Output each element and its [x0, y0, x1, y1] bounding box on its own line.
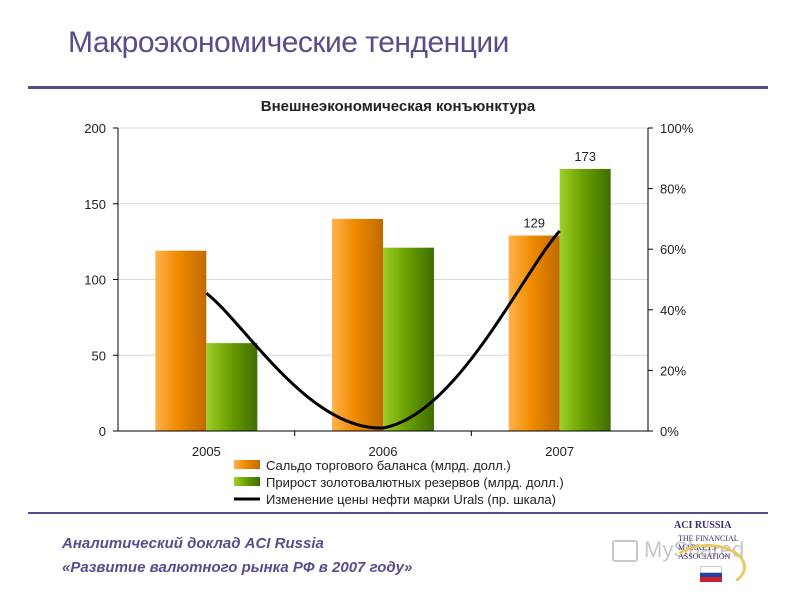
y-tick-label: 200: [84, 121, 106, 136]
data-label: 173: [574, 149, 596, 164]
title-divider: [28, 86, 768, 89]
data-label: 129: [523, 216, 545, 231]
footer-report-subtitle: «Развитие валютного рынка РФ в 2007 году…: [62, 559, 413, 576]
legend-label: Сальдо торгового баланса (млрд. долл.): [266, 458, 511, 473]
legend-swatch: [234, 477, 260, 486]
y2-tick-label: 80%: [660, 182, 686, 197]
bar: [206, 343, 258, 431]
bar: [383, 247, 434, 431]
bar: [155, 250, 207, 431]
x-tick-label: 2006: [369, 444, 398, 459]
y2-tick-label: 40%: [660, 303, 686, 318]
y-tick-label: 50: [92, 348, 106, 363]
y2-tick-label: 60%: [660, 242, 686, 257]
series-line-oil-price: [205, 230, 561, 430]
bar: [559, 168, 611, 431]
y-tick-label: 0: [99, 424, 106, 439]
legend-label: Прирост золотовалютных резервов (млрд. д…: [266, 475, 564, 490]
y-tick-label: 100: [84, 273, 106, 288]
watermark-icon: [612, 540, 638, 563]
logo-swoosh-icon: [670, 544, 746, 590]
slide-title: Макроэкономические тенденции: [68, 26, 509, 59]
russian-flag-icon: [700, 566, 722, 582]
y2-tick-label: 0%: [660, 424, 679, 439]
y2-tick-label: 100%: [660, 121, 694, 136]
x-tick-label: 2007: [545, 444, 574, 459]
aci-russia-logo: ACI RUSSIA THE FINANCIAL MARKETS ASSOCIA…: [660, 518, 780, 590]
footer-divider: [28, 512, 768, 514]
legend-label: Изменение цены нефти марки Urals (пр. шк…: [266, 492, 556, 507]
y2-tick-label: 20%: [660, 363, 686, 378]
chart-title: Внешнеэкономическая конъюнктура: [261, 98, 536, 115]
legend-swatch: [234, 460, 260, 469]
bar: [332, 218, 383, 431]
y-tick-label: 150: [84, 197, 106, 212]
x-tick-label: 2005: [192, 444, 221, 459]
footer-report-title: Аналитический доклад ACI Russia: [62, 535, 324, 552]
logo-brand: ACI RUSSIA: [674, 520, 732, 531]
